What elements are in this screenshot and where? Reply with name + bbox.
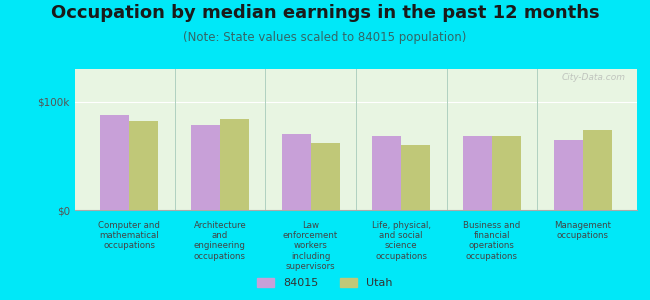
Text: Business and
financial
operations
occupations: Business and financial operations occupa…	[463, 220, 521, 261]
Bar	[463, 136, 492, 210]
Text: Life, physical,
and social
science
occupations: Life, physical, and social science occup…	[372, 220, 431, 261]
Bar	[554, 140, 582, 210]
Bar	[311, 143, 339, 210]
Bar	[191, 125, 220, 210]
Bar	[220, 119, 249, 210]
Bar	[372, 136, 401, 210]
Text: City-Data.com: City-Data.com	[562, 73, 626, 82]
Bar	[129, 121, 158, 210]
Text: (Note: State values scaled to 84015 population): (Note: State values scaled to 84015 popu…	[183, 32, 467, 44]
Legend: 84015, Utah: 84015, Utah	[254, 274, 396, 291]
Bar	[100, 115, 129, 210]
Text: Architecture
and
engineering
occupations: Architecture and engineering occupations	[194, 220, 246, 261]
Bar	[401, 145, 430, 210]
Text: Occupation by median earnings in the past 12 months: Occupation by median earnings in the pas…	[51, 4, 599, 22]
Bar	[582, 130, 612, 210]
Text: Management
occupations: Management occupations	[554, 220, 611, 240]
Bar	[492, 136, 521, 210]
Text: Computer and
mathematical
occupations: Computer and mathematical occupations	[98, 220, 160, 250]
Text: Law
enforcement
workers
including
supervisors: Law enforcement workers including superv…	[283, 220, 338, 271]
Bar	[281, 134, 311, 210]
